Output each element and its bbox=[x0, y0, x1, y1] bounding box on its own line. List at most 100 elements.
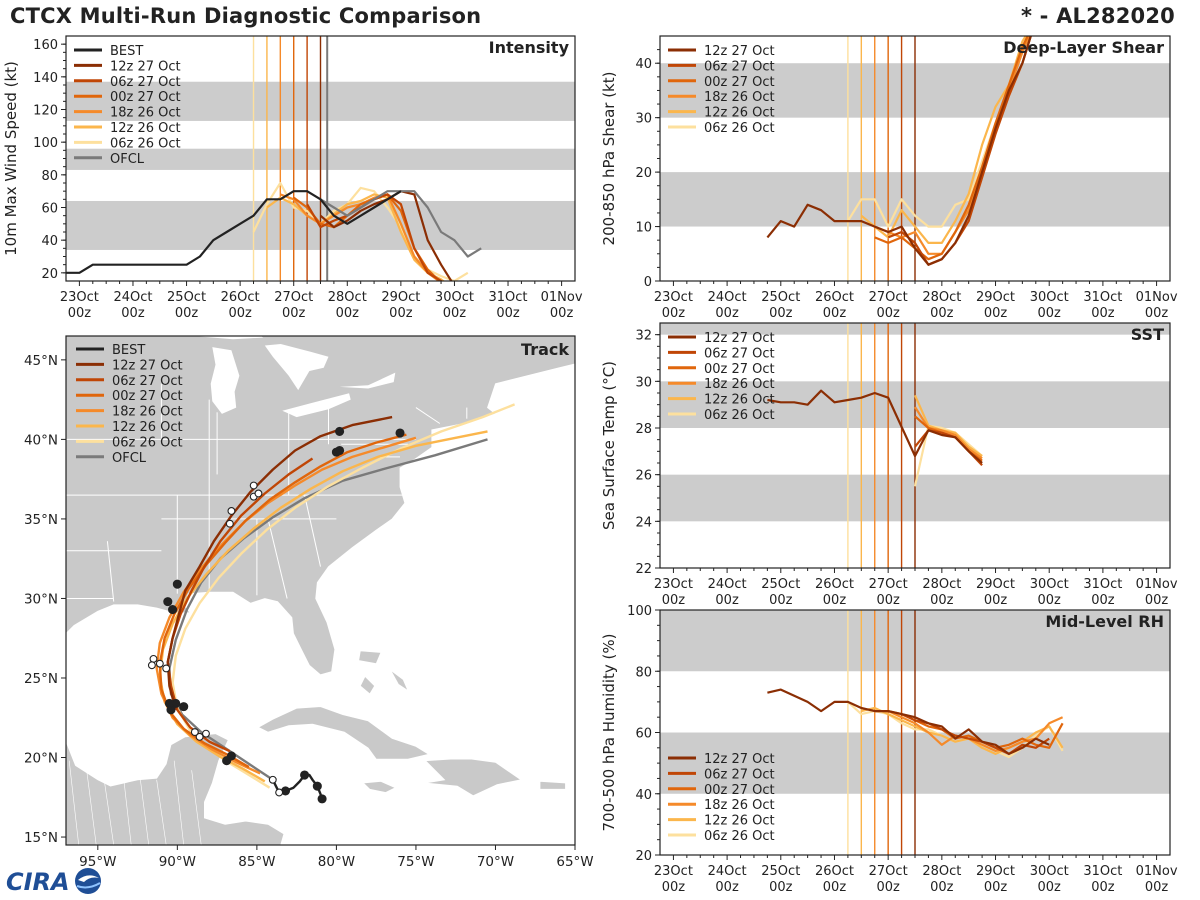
sst-xtick-label: 27Oct bbox=[869, 577, 908, 592]
state-border bbox=[106, 541, 115, 602]
intensity-ytick-label: 160 bbox=[33, 38, 58, 53]
mexico-border bbox=[103, 779, 115, 845]
mexico-border bbox=[191, 770, 202, 845]
lake-superior bbox=[193, 336, 264, 340]
rh-ytick-label: 40 bbox=[635, 788, 652, 803]
lake-huron bbox=[264, 344, 329, 391]
sst-legend-label: 12z 27 Oct bbox=[704, 331, 775, 346]
track-panel: 95°W 90°W 85°W 80°W 75°W 70°W 65°W 15°N 20°N 25°N… bbox=[24, 335, 594, 870]
rh-ylabel: 700-500 hPa Humidity (%) bbox=[600, 633, 618, 831]
sst-ytick-label: 30 bbox=[635, 375, 652, 390]
shear-series-line bbox=[887, 36, 1032, 266]
intensity-xtick-label: 00z bbox=[443, 306, 467, 321]
land-bahamas-1 bbox=[358, 650, 382, 665]
shear-xtick-label: 25Oct bbox=[761, 290, 800, 305]
shear-xtick-label: 00z bbox=[823, 306, 847, 321]
rh-xtick-label: 27Oct bbox=[869, 864, 908, 879]
shear-title: Deep-Layer Shear bbox=[1003, 38, 1164, 57]
track-legend-label: 00z 27 Oct bbox=[112, 389, 183, 404]
shear-xtick-label: 01Nov bbox=[1136, 290, 1178, 305]
intensity-xtick-label: 00z bbox=[121, 306, 145, 321]
rh-xtick-label: 31Oct bbox=[1083, 864, 1122, 879]
land-cuba bbox=[257, 706, 430, 760]
rh-xtick-label: 24Oct bbox=[708, 864, 747, 879]
intensity-ytick-label: 120 bbox=[33, 104, 58, 119]
track-marker-filled bbox=[312, 781, 322, 791]
track-marker-filled bbox=[164, 698, 174, 708]
rh-legend-label: 06z 27 Oct bbox=[704, 767, 775, 782]
shear-xtick-label: 00z bbox=[662, 306, 686, 321]
rh-xtick-label: 00z bbox=[1038, 880, 1062, 895]
sst-xtick-label: 00z bbox=[876, 593, 900, 608]
sst-xtick-label: 30Oct bbox=[1030, 577, 1069, 592]
lake-ontario bbox=[339, 372, 396, 389]
track-marker-filled bbox=[317, 794, 327, 804]
sst-ylabel: Sea Surface Temp (°C) bbox=[600, 361, 618, 530]
intensity-series-group bbox=[66, 181, 482, 281]
intensity-series-line bbox=[66, 190, 402, 274]
land-mexico bbox=[66, 725, 285, 845]
shear-panel: 01020304023Oct00z24Oct00z25Oct00z26Oct00… bbox=[600, 35, 1178, 321]
sst-xtick-label: 25Oct bbox=[761, 577, 800, 592]
intensity-legend-label: 18z 26 Oct bbox=[110, 106, 181, 121]
state-border bbox=[415, 407, 441, 424]
track-marker-open bbox=[190, 728, 199, 737]
track-xtick-label: 75°W bbox=[397, 854, 434, 870]
rh-ytick-label: 20 bbox=[635, 849, 652, 864]
track-ytick-label: 15°N bbox=[24, 830, 58, 846]
intensity-xtick-label: 25Oct bbox=[167, 290, 206, 305]
track-ytick-label: 35°N bbox=[24, 512, 58, 528]
shear-xtick-label: 00z bbox=[876, 306, 900, 321]
shear-xtick-label: 26Oct bbox=[815, 290, 854, 305]
track-xtick-label: 90°W bbox=[159, 854, 196, 870]
track-marker-filled bbox=[335, 426, 345, 436]
shear-legend-label: 06z 27 Oct bbox=[704, 59, 775, 74]
sst-xtick-label: 00z bbox=[1091, 593, 1115, 608]
track-legend-label: 06z 27 Oct bbox=[112, 374, 183, 389]
shear-xtick-label: 29Oct bbox=[976, 290, 1015, 305]
sst-ytick-label: 26 bbox=[635, 469, 652, 484]
mexico-border bbox=[156, 779, 167, 845]
track-marker-filled bbox=[395, 428, 405, 438]
intensity-xtick-label: 29Oct bbox=[381, 290, 420, 305]
intensity-legend-label: 12z 27 Oct bbox=[110, 59, 181, 74]
intensity-xtick-label: 00z bbox=[336, 306, 360, 321]
track-marker-open bbox=[275, 788, 284, 797]
rh-legend-label: 12z 27 Oct bbox=[704, 752, 775, 767]
cira-logo-text: CIRA bbox=[6, 868, 70, 896]
intensity-series-line bbox=[252, 181, 469, 281]
track-marker-open bbox=[147, 661, 156, 670]
shear-legend-label: 00z 27 Oct bbox=[704, 75, 775, 90]
rh-legend-label: 00z 27 Oct bbox=[704, 783, 775, 798]
rh-xtick-label: 00z bbox=[662, 880, 686, 895]
rh-ytick-label: 60 bbox=[635, 727, 652, 742]
intensity-xtick-label: 00z bbox=[550, 306, 574, 321]
shear-ytick-label: 20 bbox=[635, 166, 652, 181]
shear-series-group bbox=[766, 36, 1032, 266]
intensity-ytick-label: 80 bbox=[41, 169, 58, 184]
track-borders-group bbox=[66, 336, 468, 845]
intensity-xtick-label: 27Oct bbox=[274, 290, 313, 305]
intensity-xtick-label: 26Oct bbox=[221, 290, 260, 305]
rh-xtick-label: 00z bbox=[1145, 880, 1169, 895]
track-series-line bbox=[166, 457, 314, 753]
track-marker-open bbox=[195, 732, 204, 741]
lake-michigan bbox=[210, 347, 240, 414]
track-marker-filled bbox=[163, 597, 173, 607]
sst-legend-label: 06z 26 Oct bbox=[704, 408, 775, 423]
track-ytick-label: 45°N bbox=[24, 353, 58, 369]
intensity-xtick-label: 00z bbox=[496, 306, 520, 321]
rh-xtick-label: 00z bbox=[1091, 880, 1115, 895]
sst-series-line bbox=[767, 389, 983, 464]
shear-xtick-label: 00z bbox=[1091, 306, 1115, 321]
land-bahamas-2 bbox=[359, 675, 376, 695]
rh-xtick-label: 26Oct bbox=[815, 864, 854, 879]
intensity-xtick-label: 00z bbox=[228, 306, 252, 321]
rh-ytick-label: 80 bbox=[635, 665, 652, 680]
track-marker-open bbox=[249, 481, 258, 490]
sst-legend-label: 00z 27 Oct bbox=[704, 362, 775, 377]
land-hispaniola bbox=[424, 758, 522, 797]
shear-legend-label: 12z 26 Oct bbox=[704, 106, 775, 121]
rh-xtick-label: 25Oct bbox=[761, 864, 800, 879]
track-marker-open bbox=[254, 489, 263, 498]
